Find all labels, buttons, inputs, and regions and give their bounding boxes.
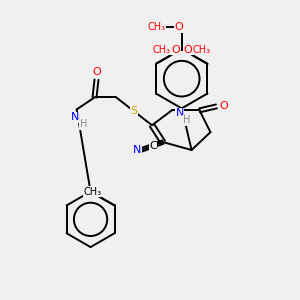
Text: H: H xyxy=(183,115,190,125)
Text: N: N xyxy=(133,145,141,155)
Text: O: O xyxy=(174,22,183,32)
Text: N: N xyxy=(70,112,79,122)
Text: N: N xyxy=(176,108,184,118)
Text: O: O xyxy=(183,45,192,55)
Text: C: C xyxy=(149,141,157,151)
Text: H: H xyxy=(80,119,87,129)
Text: CH₃: CH₃ xyxy=(148,22,166,32)
Text: CH₃: CH₃ xyxy=(153,45,171,55)
Text: O: O xyxy=(171,45,180,55)
Text: O: O xyxy=(92,67,101,77)
Text: CH₃: CH₃ xyxy=(84,187,102,196)
Text: CH₃: CH₃ xyxy=(193,45,211,55)
Text: O: O xyxy=(219,101,228,111)
Text: S: S xyxy=(130,106,138,116)
